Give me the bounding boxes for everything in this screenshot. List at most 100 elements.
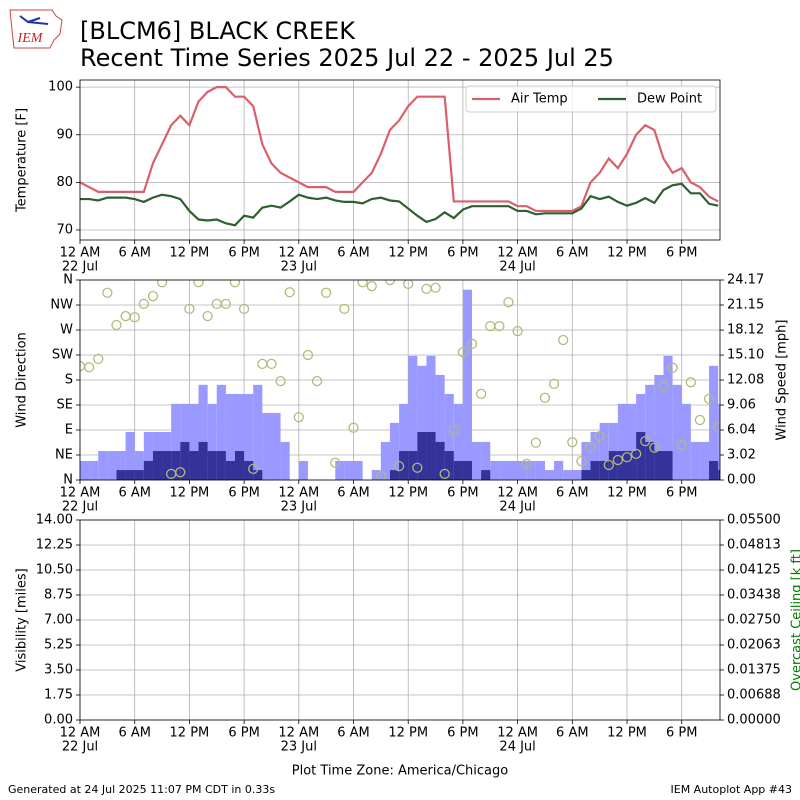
point: [512, 325, 523, 337]
bar: [262, 412, 272, 480]
subtitle: Recent Time Series 2025 Jul 22 - 2025 Ju…: [80, 44, 614, 72]
x-tick-label: 12 PM: [607, 246, 647, 261]
x-date-label: 22 Jul: [62, 740, 98, 755]
point: [694, 414, 706, 426]
bar: [89, 460, 99, 480]
point: [202, 310, 213, 322]
bar: [207, 403, 217, 480]
x-tick-label: 12 AM: [60, 726, 101, 741]
bar: [389, 470, 400, 480]
bar: [198, 441, 208, 480]
y2-tick-label: 3.02: [727, 448, 756, 463]
y-tick-label: NW: [50, 298, 73, 313]
y2-tick-label: 0.01375: [727, 663, 781, 678]
point: [594, 430, 605, 442]
y2-tick-label: 15.10: [727, 348, 764, 363]
bar: [389, 422, 400, 480]
bar: [408, 355, 418, 480]
footer-right: IEM Autoplot App #43: [671, 783, 793, 796]
bar: [116, 451, 126, 480]
point: [275, 375, 286, 387]
point: [430, 282, 441, 293]
bar: [426, 432, 436, 480]
panel: 12 AM 6 AM 12 PM 6 PM 12 AM 6 AM 12 PM 6 PM 12 A…: [15, 273, 790, 515]
axes-frame: [79, 519, 721, 721]
legend: Air Temp Dew Point: [465, 85, 717, 113]
point: [321, 287, 332, 298]
point: [640, 435, 651, 447]
axes-frame: [79, 279, 721, 481]
x-date-label: 23 Jul: [281, 740, 317, 755]
x-tick-label: 6 AM: [337, 246, 370, 261]
point: [375, 470, 387, 480]
x-tick-label: 6 PM: [666, 486, 697, 501]
x-tick-label: 12 PM: [607, 726, 647, 741]
bar: [663, 451, 673, 480]
point: [494, 320, 505, 332]
bar: [189, 403, 199, 480]
point: [111, 319, 122, 331]
y-tick-label: NE: [55, 448, 73, 463]
bar: [171, 451, 181, 480]
y-tick-label: 8.75: [44, 588, 73, 603]
bar: [462, 460, 473, 480]
bar: [709, 460, 719, 480]
x-tick-label: 6 AM: [337, 486, 370, 501]
y2-tick-label: 0.04813: [727, 537, 781, 552]
x-tick-label: 12 AM: [278, 486, 319, 501]
logo: IEM: [9, 9, 63, 49]
y-tick-label: SW: [52, 348, 73, 363]
y2-axis-label: Wind Speed [mph]: [775, 320, 790, 441]
x-tick-label: 12 AM: [278, 246, 319, 261]
x-tick-label: 6 AM: [118, 246, 151, 261]
bar: [244, 393, 254, 480]
point: [211, 298, 222, 310]
bar: [517, 460, 527, 480]
x-tick-label: 12 AM: [60, 246, 101, 261]
point: [248, 463, 259, 475]
x-tick-label: 12 PM: [170, 726, 210, 741]
point: [667, 362, 678, 373]
point: [357, 280, 368, 288]
bar: [508, 460, 518, 480]
point: [293, 412, 304, 423]
point: [421, 283, 432, 295]
x-tick-label: 12 PM: [388, 486, 428, 501]
y2-tick-label: 0.05500: [727, 513, 781, 528]
bar: [143, 432, 153, 480]
y-tick-label: 12.25: [36, 538, 73, 553]
bar: [563, 470, 573, 480]
point: [548, 378, 560, 390]
x-tick-label: 6 PM: [228, 726, 259, 741]
y2-tick-label: 21.15: [727, 297, 764, 312]
point: [475, 388, 487, 400]
bar: [253, 470, 263, 480]
point: [621, 452, 633, 463]
y2-tick-label: 0.00: [727, 473, 756, 488]
logo-text: IEM: [17, 31, 44, 46]
bar: [627, 451, 637, 480]
x-date-label: 22 Jul: [62, 260, 98, 275]
y-tick-label: 7.00: [44, 613, 73, 628]
x-axis-label: Plot Time Zone: America/Chicago: [292, 764, 508, 779]
x-tick-label: 12 AM: [497, 726, 538, 741]
bar: [98, 451, 108, 480]
bar: [645, 441, 655, 480]
x-tick-label: 12 PM: [388, 246, 428, 261]
x-date-label: 24 Jul: [499, 260, 535, 275]
y2-tick-label: 18.12: [727, 323, 764, 338]
bar: [554, 460, 564, 480]
x-tick-label: 6 AM: [118, 486, 151, 501]
x-tick-label: 12 PM: [170, 486, 210, 501]
bar: [444, 451, 454, 480]
point: [576, 455, 587, 467]
y-tick-label: 0.00: [44, 713, 73, 728]
bar: [699, 441, 710, 480]
point: [530, 437, 541, 448]
bar: [152, 451, 163, 480]
point: [284, 287, 295, 298]
point: [649, 442, 660, 453]
y-tick-label: N: [63, 473, 73, 488]
bar: [134, 451, 144, 480]
y-tick-label: SE: [57, 398, 73, 413]
